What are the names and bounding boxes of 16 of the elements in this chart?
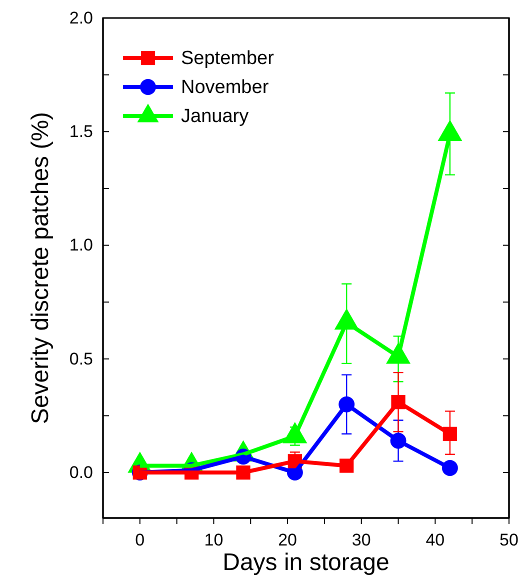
y-tick-label: 1.5 [69, 122, 93, 142]
y-axis-title: Severity discrete patches (%) [27, 112, 54, 424]
x-axis-title: Days in storage [222, 549, 390, 576]
x-tick-label: 50 [500, 530, 518, 550]
x-tick-label: 40 [426, 530, 445, 550]
x-tick-label: 10 [204, 530, 224, 550]
legend-label: November [181, 77, 270, 98]
x-tick-label: 0 [135, 530, 145, 550]
legend-label: September [181, 48, 275, 69]
x-tick-label: 30 [352, 530, 371, 550]
x-tick-label: 20 [278, 530, 298, 550]
y-tick-label: 1.0 [69, 236, 93, 255]
y-tick-label: 2.0 [69, 8, 93, 28]
y-tick-label: 0.0 [69, 462, 93, 482]
y-tick-label: 0.5 [69, 349, 93, 368]
legend-label: January [181, 106, 250, 127]
